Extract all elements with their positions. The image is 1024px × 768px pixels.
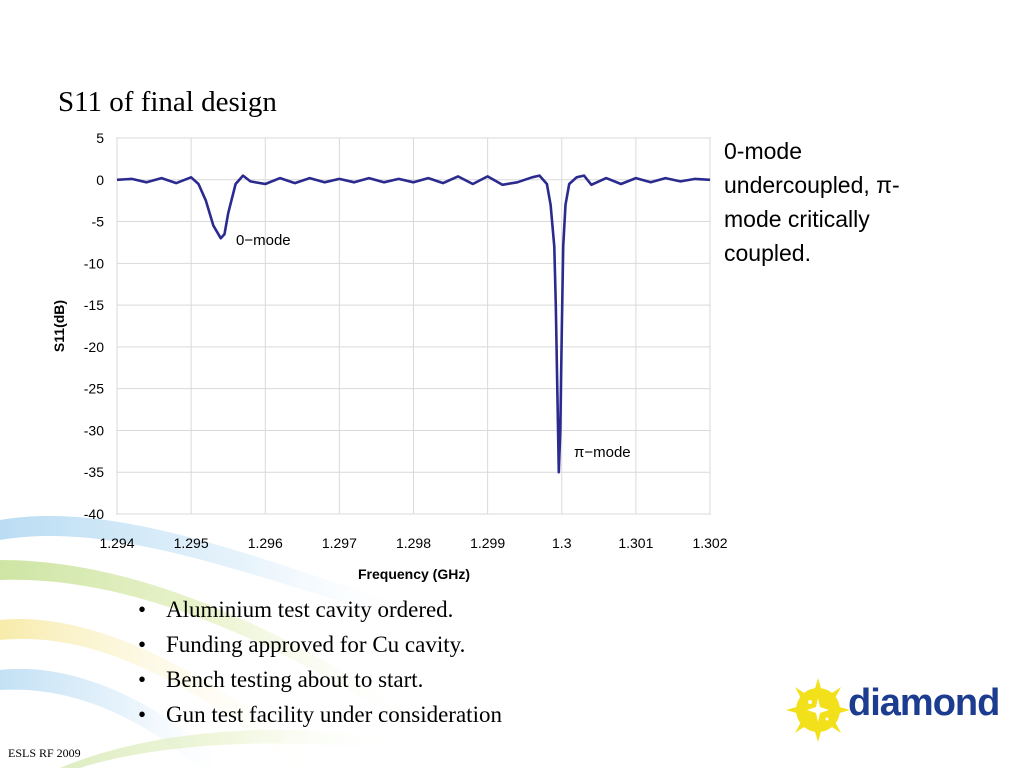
annotation-zero-mode: 0−mode <box>236 232 291 249</box>
side-note-line: 0-mode <box>724 138 802 164</box>
x-axis-label: Frequency (GHz) <box>358 566 470 582</box>
x-tick-label: 1.299 <box>470 535 505 551</box>
footer-text: ESLS RF 2009 <box>8 746 81 760</box>
status-bullet-list: • Aluminium test cavity ordered. • Funding… <box>138 592 502 732</box>
y-tick-labels: 5 0 -5 -10 -15 -20 -25 -30 -35 -40 <box>84 130 104 522</box>
y-tick-label: -20 <box>84 339 104 355</box>
logo-wordmark: diamond <box>848 682 1000 724</box>
side-note-line: mode critically <box>724 206 870 232</box>
y-tick-label: -5 <box>92 214 105 230</box>
x-tick-label: 1.3 <box>552 535 572 551</box>
y-tick-label: -15 <box>84 297 104 313</box>
x-tick-label: 1.295 <box>174 535 209 551</box>
bullet-dot-icon: • <box>138 632 147 657</box>
bullet-text: Aluminium test cavity ordered. <box>166 597 454 622</box>
gridlines <box>116 137 711 515</box>
diamond-logo: diamond <box>786 676 1000 746</box>
bullet-dot-icon: • <box>138 667 147 692</box>
x-tick-label: 1.297 <box>322 535 357 551</box>
y-tick-label: -25 <box>84 381 104 397</box>
side-note-line: undercoupled, π- <box>724 172 900 198</box>
x-tick-label: 1.294 <box>99 535 134 551</box>
bullet-text: Funding approved for Cu cavity. <box>166 632 466 657</box>
bullet-text: Gun test facility under consideration <box>166 702 502 727</box>
slide-title: S11 of final design <box>58 86 277 118</box>
decorative-swooshes <box>0 516 420 768</box>
x-tick-label: 1.298 <box>396 535 431 551</box>
y-tick-label: -30 <box>84 422 104 438</box>
y-axis-label: S11(dB) <box>51 300 67 352</box>
y-tick-label: 0 <box>96 172 104 188</box>
annotation-pi-mode: π−mode <box>574 444 631 461</box>
y-tick-label: -35 <box>84 464 104 480</box>
x-tick-label: 1.302 <box>692 535 727 551</box>
y-tick-label: -40 <box>84 506 104 522</box>
starburst-icon <box>786 678 850 742</box>
bullet-item: • Aluminium test cavity ordered. <box>138 592 502 627</box>
y-tick-label: 5 <box>96 130 104 146</box>
bullet-dot-icon: • <box>138 597 147 622</box>
x-tick-labels: 1.294 1.295 1.296 1.297 1.298 1.299 1.3 1.301 1.… <box>99 535 727 551</box>
bullet-text: Bench testing about to start. <box>166 667 424 692</box>
s11-series-line <box>116 174 711 474</box>
y-tick-label: -10 <box>84 255 104 271</box>
x-tick-label: 1.296 <box>248 535 283 551</box>
side-note-line: coupled. <box>724 240 811 266</box>
bullet-item: • Bench testing about to start. <box>138 662 502 697</box>
x-tick-label: 1.301 <box>618 535 653 551</box>
bullet-item: • Gun test facility under consideration <box>138 697 502 732</box>
bullet-dot-icon: • <box>138 702 147 727</box>
bullet-item: • Funding approved for Cu cavity. <box>138 627 502 662</box>
side-note: 0-mode undercoupled, π- mode critically … <box>724 134 964 270</box>
